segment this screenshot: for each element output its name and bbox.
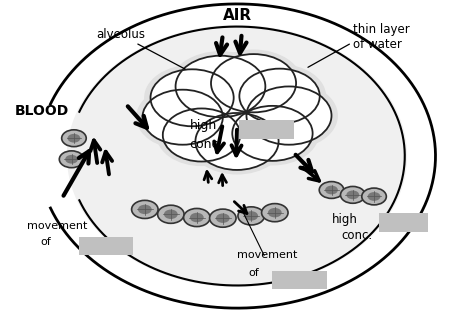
Text: AIR: AIR [222, 8, 252, 23]
Circle shape [232, 106, 313, 161]
Text: BLOOD: BLOOD [15, 104, 69, 118]
Circle shape [234, 65, 325, 127]
Circle shape [195, 113, 279, 170]
Circle shape [319, 182, 344, 199]
Circle shape [157, 105, 246, 165]
Circle shape [346, 190, 359, 199]
Circle shape [190, 213, 204, 222]
Circle shape [362, 188, 386, 205]
Circle shape [211, 54, 296, 112]
Ellipse shape [67, 25, 407, 287]
Text: conc.: conc. [190, 138, 223, 151]
Circle shape [151, 69, 234, 126]
Text: alveolus: alveolus [97, 28, 146, 41]
Circle shape [246, 86, 331, 145]
Circle shape [65, 155, 78, 164]
Circle shape [137, 86, 228, 149]
Circle shape [138, 205, 152, 214]
Text: conc.: conc. [341, 229, 372, 242]
Circle shape [262, 203, 288, 222]
Circle shape [239, 69, 319, 124]
Bar [239, 121, 294, 139]
Circle shape [68, 134, 80, 143]
Circle shape [268, 208, 282, 217]
Circle shape [175, 56, 265, 117]
Circle shape [325, 186, 338, 194]
Circle shape [238, 207, 264, 225]
Text: of: of [249, 267, 260, 278]
Circle shape [143, 90, 223, 145]
Circle shape [59, 151, 84, 168]
Circle shape [244, 211, 258, 221]
Text: of water: of water [353, 38, 401, 51]
Text: movement: movement [27, 221, 87, 231]
Circle shape [62, 130, 86, 147]
Bar [273, 271, 327, 289]
Circle shape [340, 187, 365, 203]
Circle shape [190, 109, 284, 174]
Text: thin layer: thin layer [353, 23, 410, 36]
Circle shape [145, 65, 239, 130]
Circle shape [227, 102, 318, 165]
Circle shape [241, 83, 337, 149]
Circle shape [164, 210, 178, 219]
Text: of: of [41, 237, 52, 247]
Text: high: high [190, 119, 217, 132]
Circle shape [210, 209, 236, 227]
Bar [379, 213, 428, 232]
Bar [79, 237, 133, 255]
Circle shape [368, 192, 381, 201]
Circle shape [216, 214, 230, 223]
Text: movement: movement [237, 250, 297, 260]
Circle shape [132, 200, 158, 218]
Circle shape [163, 109, 240, 162]
Text: high: high [331, 213, 357, 226]
Circle shape [205, 50, 302, 116]
Circle shape [183, 208, 210, 227]
Circle shape [157, 205, 184, 223]
Circle shape [170, 52, 271, 121]
